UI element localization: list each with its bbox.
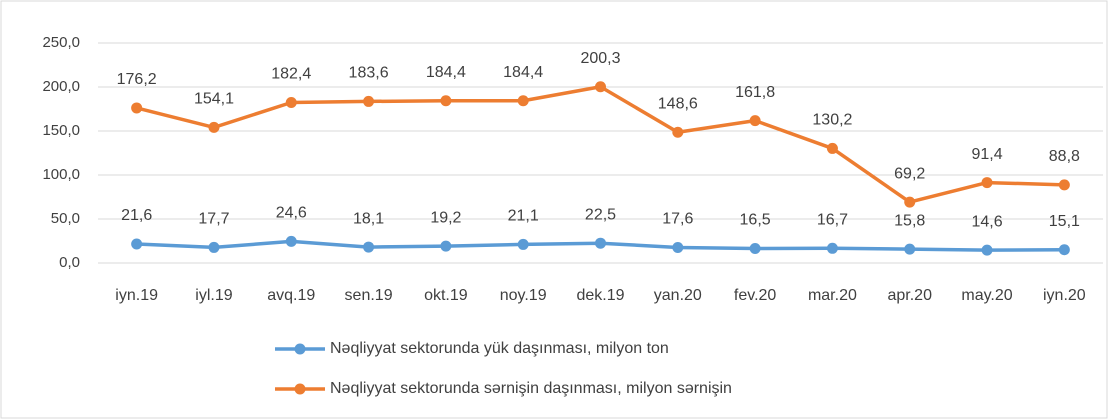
data-label: 91,4 [971,146,1002,163]
x-tick-label: may.20 [961,287,1012,304]
x-tick-label: iyn.19 [115,287,158,304]
data-label: 183,6 [349,65,389,82]
data-point [826,142,838,154]
data-point [749,242,761,254]
data-point [440,240,452,252]
y-tick-label: 100,0 [42,166,80,183]
data-label: 88,8 [1049,148,1080,165]
data-point [363,95,375,107]
data-label: 161,8 [735,84,775,101]
data-label: 14,6 [971,213,1002,230]
legend-label: Nəqliyyat sektorunda yük daşınması, mily… [330,340,669,357]
data-label: 24,6 [276,205,307,222]
data-point [517,95,529,107]
data-label: 17,7 [198,211,229,228]
data-point [1058,244,1070,256]
data-point [981,177,993,189]
x-tick-label: avq.19 [267,287,315,304]
data-label: 16,7 [817,212,848,229]
data-point [285,235,297,247]
x-tick-label: fev.20 [734,287,777,304]
legend-marker [294,383,306,395]
data-point [363,241,375,253]
data-point [285,96,297,108]
legend-label: Nəqliyyat sektorunda sərnişin daşınması,… [330,380,732,397]
y-tick-label: 0,0 [59,254,80,271]
x-tick-label: iyl.19 [195,287,232,304]
y-tick-label: 250,0 [42,34,80,51]
data-point [749,115,761,127]
data-point [595,81,606,93]
data-label: 200,3 [580,50,620,67]
legend-marker [294,343,306,355]
data-label: 19,2 [430,209,461,226]
data-point [672,126,684,138]
data-label: 15,8 [894,212,925,229]
data-point [981,244,993,256]
data-label: 22,5 [585,206,616,223]
x-tick-label: noy.19 [500,287,547,304]
data-label: 182,4 [271,66,311,83]
data-label: 17,6 [662,211,693,228]
data-point [595,237,606,249]
data-label: 148,6 [658,95,698,112]
data-label: 69,2 [894,165,925,182]
data-point [904,196,916,208]
data-point [672,242,684,254]
x-tick-label: okt.19 [424,287,468,304]
data-point [208,121,220,133]
data-label: 21,6 [121,207,152,224]
data-label: 176,2 [117,71,157,88]
data-label: 18,1 [353,210,384,227]
x-tick-label: dek.19 [576,287,624,304]
data-label: 184,4 [503,64,543,81]
data-label: 15,1 [1049,213,1080,230]
data-point [131,102,143,114]
x-tick-label: yan.20 [654,287,702,304]
data-point [904,243,916,255]
x-tick-label: apr.20 [887,287,932,304]
data-point [517,238,529,250]
data-label: 184,4 [426,64,466,81]
data-point [440,95,452,107]
data-point [208,241,220,253]
data-point [1058,179,1070,191]
data-label: 130,2 [812,112,852,129]
y-tick-label: 200,0 [42,78,80,95]
data-label: 21,1 [508,208,539,225]
y-tick-label: 150,0 [42,122,80,139]
y-tick-label: 50,0 [51,210,80,227]
data-label: 16,5 [740,212,771,229]
x-tick-label: mar.20 [808,287,857,304]
data-point [131,238,143,250]
data-point [826,242,838,254]
data-label: 154,1 [194,91,234,108]
x-tick-label: iyn.20 [1043,287,1086,304]
x-tick-label: sen.19 [345,287,393,304]
